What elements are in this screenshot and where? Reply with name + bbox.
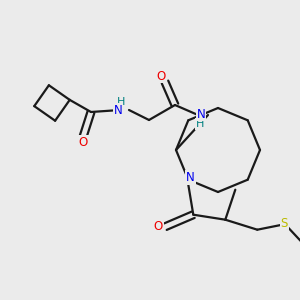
Text: N: N [196, 107, 206, 121]
Text: H: H [196, 119, 204, 129]
Text: H: H [117, 97, 125, 107]
Text: N: N [114, 103, 122, 116]
Text: N: N [186, 171, 195, 184]
Text: O: O [78, 136, 88, 148]
Text: O: O [156, 70, 166, 83]
Text: S: S [280, 217, 288, 230]
Text: O: O [154, 220, 163, 233]
